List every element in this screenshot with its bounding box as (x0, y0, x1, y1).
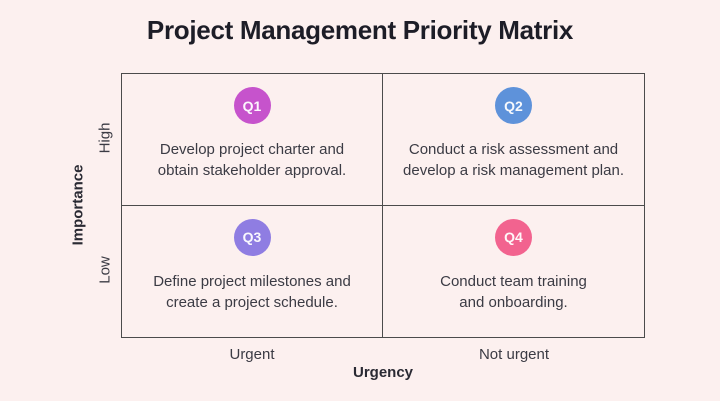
q4-text-line2: and onboarding. (459, 293, 568, 311)
q2-text-line1: Conduct a risk assessment and (408, 141, 619, 158)
q2-text: Conduct a risk assessment and develop a … (403, 139, 624, 181)
q4-text: Conduct team training and onboarding. (440, 271, 587, 313)
x-axis-label: Urgency (352, 364, 414, 381)
y-axis-tick-low: Low (96, 256, 114, 284)
q3-text-line2: create a project schedule. (166, 293, 338, 311)
q4-text-line1: Conduct team training (440, 272, 587, 290)
x-axis-tick-urgent: Urgent (229, 346, 275, 363)
y-axis-label: Importance (69, 164, 87, 246)
matrix-grid: Q1 Develop project charter and obtain st… (121, 73, 645, 338)
quadrant-q3: Q3 Define project milestones and create … (122, 205, 383, 337)
q2-text-line2: develop a risk management plan. (403, 162, 624, 179)
q1-text-line2: obtain stakeholder approval. (157, 162, 347, 179)
q2-badge: Q2 (495, 87, 532, 124)
page-title: Project Management Priority Matrix (146, 15, 574, 45)
y-axis-tick-high: High (96, 122, 114, 154)
q1-text: Develop project charter and obtain stake… (158, 139, 346, 181)
q4-badge: Q4 (495, 218, 532, 256)
quadrant-q1: Q1 Develop project charter and obtain st… (122, 74, 383, 206)
q3-text-line1: Define project milestones and (153, 272, 351, 290)
q3-text: Define project milestones and create a p… (153, 271, 351, 313)
q1-text-line1: Develop project charter and (159, 141, 345, 158)
q1-badge: Q1 (233, 87, 271, 124)
q3-badge: Q3 (233, 218, 271, 256)
quadrant-q4: Q4 Conduct team training and onboarding. (383, 206, 644, 338)
x-axis-tick-not-urgent: Not urgent (478, 346, 550, 363)
quadrant-q2: Q2 Conduct a risk assessment and develop… (383, 74, 644, 206)
